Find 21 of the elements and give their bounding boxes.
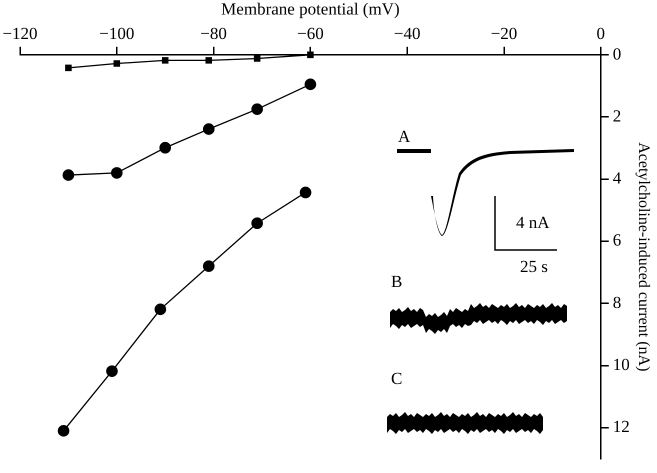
x-tick-label: −40	[394, 24, 420, 44]
y-tick-label: 6	[612, 230, 622, 250]
annotation: C	[391, 369, 402, 388]
annotation: A	[398, 127, 410, 146]
x-tick-label: −120	[2, 24, 38, 44]
annotation: 4 nA	[516, 213, 550, 232]
y-tick-label: 0	[612, 44, 622, 64]
y-tick-label: 10	[612, 355, 630, 374]
y-tick-label: 8	[612, 292, 622, 312]
annotation: B	[391, 272, 402, 291]
x-tick-label: −60	[297, 24, 324, 44]
y-axis-title: Acetylcholine-induced current (nA)	[635, 142, 652, 372]
y-tick-label: 2	[612, 106, 622, 126]
x-tick-label: 0	[596, 24, 606, 44]
annotation: 25 s	[520, 257, 548, 276]
x-tick-label: −100	[99, 24, 134, 44]
y-tick-label: 4	[612, 168, 622, 188]
x-axis-title: Membrane potential (mV)	[221, 0, 400, 19]
y-tick-label: 12	[612, 417, 630, 436]
x-tick-label: −80	[200, 24, 227, 44]
x-tick-label: −20	[490, 24, 518, 44]
